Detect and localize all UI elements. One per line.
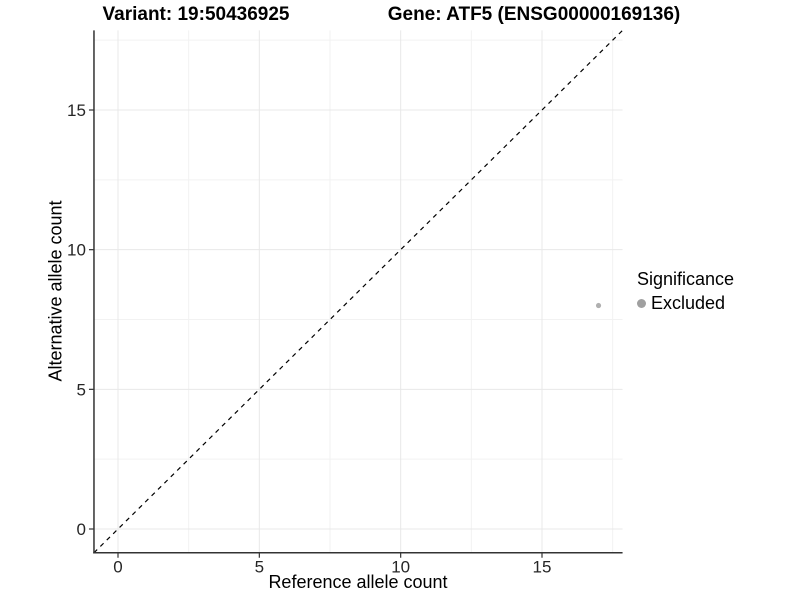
y-tick-label: 0 (77, 520, 86, 539)
legend-title: Significance (637, 269, 735, 289)
x-tick-label: 0 (113, 558, 122, 577)
x-axis-label: Reference allele count (268, 572, 448, 592)
legend-item-label: Excluded (651, 293, 726, 313)
x-tick-label: 15 (533, 558, 552, 577)
identity-line (93, 29, 623, 554)
plot-title-gene: Gene: ATF5 (ENSG00000169136) (387, 4, 681, 25)
y-tick-label: 5 (77, 380, 86, 399)
legend-point-icon (637, 299, 646, 308)
x-tick-label: 5 (255, 558, 264, 577)
y-tick-label: 15 (67, 101, 86, 120)
y-axis-label: Alternative allele count (45, 200, 66, 382)
x-tick-label: 10 (391, 558, 410, 577)
y-tick-label: 10 (67, 241, 86, 260)
plot-title-variant: Variant: 19:50436925 (102, 4, 290, 25)
legend-item-excluded: Excluded (637, 293, 734, 314)
legend: Significance Excluded (637, 269, 734, 314)
data-point (595, 302, 602, 309)
